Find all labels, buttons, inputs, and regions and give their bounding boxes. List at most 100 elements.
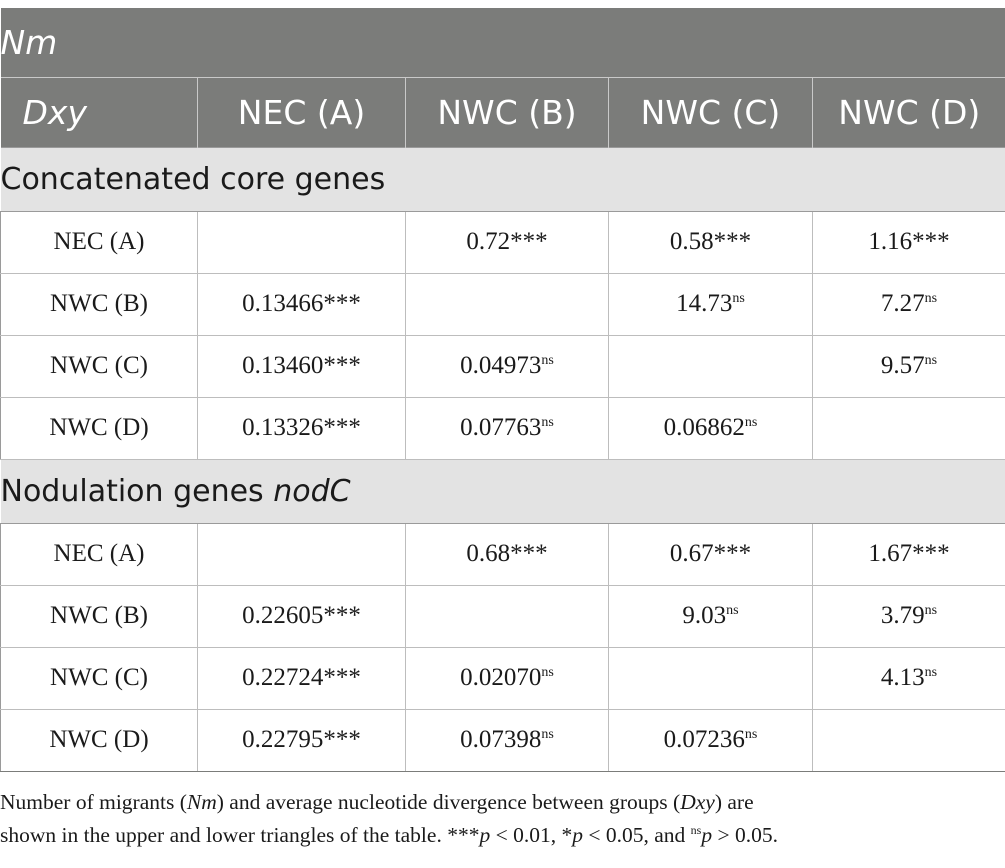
table-cell: 9.03ns xyxy=(608,584,813,648)
cell-value: 1.67*** xyxy=(868,540,950,567)
table-cell: 0.13460*** xyxy=(197,334,406,398)
table-cell: 0.07236ns xyxy=(608,708,813,772)
cell-significance: ns xyxy=(541,665,554,680)
divergence-table: Nm Dxy NEC (A) NWC (B) NWC (C) NWC (D) C… xyxy=(0,8,1005,772)
column-header: NWC (D) xyxy=(811,77,1005,147)
section-title-text: Concatenated core genes xyxy=(0,161,386,197)
section-header-row: Concatenated core genes xyxy=(0,146,1005,212)
table-row: NWC (B) 0.13466*** 14.73ns 7.27ns xyxy=(0,272,1005,336)
cell-value: 0.07236 xyxy=(663,726,745,753)
table-cell: 0.22605*** xyxy=(197,584,406,648)
row-label: NEC (A) xyxy=(0,210,198,274)
cell-value: 0.07398 xyxy=(460,726,542,753)
section-header-row: Nodulation genes nodC xyxy=(0,458,1005,524)
section-title: Concatenated core genes xyxy=(0,146,1005,212)
column-header: NWC (C) xyxy=(608,77,813,147)
cell-value: 0.22724*** xyxy=(242,664,361,691)
table-cell: 0.04973ns xyxy=(405,334,609,398)
table-row: NWC (B) 0.22605*** 9.03ns 3.79ns xyxy=(0,584,1005,648)
table-row: NWC (D) 0.13326*** 0.07763ns 0.06862ns xyxy=(0,396,1005,460)
table-cell: 0.07763ns xyxy=(405,396,609,460)
section-title-gene: nodC xyxy=(273,473,351,509)
row-label: NWC (B) xyxy=(0,272,198,336)
cell-value: 0.22795*** xyxy=(242,726,361,753)
header-block: Nm Dxy NEC (A) NWC (B) NWC (C) NWC (D) xyxy=(0,8,1005,147)
table-row: NWC (C) 0.13460*** 0.04973ns 9.57ns xyxy=(0,334,1005,398)
cell-value: 7.27 xyxy=(880,290,925,317)
cell-value: 9.57 xyxy=(880,352,925,379)
footnote-line-2: shown in the upper and lower triangles o… xyxy=(0,823,778,847)
table-cell xyxy=(405,272,609,336)
cell-significance: ns xyxy=(541,353,554,368)
row-label-header: Dxy xyxy=(0,77,198,147)
table-cell: 0.72*** xyxy=(405,210,609,274)
cell-value: 0.07763 xyxy=(460,414,542,441)
cell-significance: ns xyxy=(924,665,938,680)
table-cell xyxy=(608,334,813,398)
cell-value: 0.13466*** xyxy=(242,290,361,317)
table-row: NWC (D) 0.22795*** 0.07398ns 0.07236ns xyxy=(0,708,1005,772)
table-cell: 1.16*** xyxy=(811,210,1005,274)
cell-significance: ns xyxy=(744,727,758,742)
table-cell xyxy=(197,522,406,586)
cell-value: 14.73 xyxy=(676,290,733,317)
table-row: NEC (A) 0.68*** 0.67*** 1.67*** xyxy=(0,522,1005,586)
table-cell: 0.13326*** xyxy=(197,396,406,460)
cell-value: 0.58*** xyxy=(669,228,752,255)
cell-value: 0.13460*** xyxy=(242,352,361,379)
table-row: NEC (A) 0.72*** 0.58*** 1.16*** xyxy=(0,210,1005,274)
table-body: Concatenated core genes NEC (A) 0.72*** 0.5… xyxy=(0,146,1005,772)
header-row-nm: Nm xyxy=(0,8,1005,78)
table-cell: 0.07398ns xyxy=(405,708,609,772)
row-label: NWC (D) xyxy=(0,396,198,460)
table-cell: 0.68*** xyxy=(405,522,609,586)
cell-significance: ns xyxy=(744,415,758,430)
header-row-columns: Dxy NEC (A) NWC (B) NWC (C) NWC (D) xyxy=(0,77,1005,147)
row-label: NEC (A) xyxy=(0,522,198,586)
row-label: NWC (B) xyxy=(0,584,198,648)
cell-significance: ns xyxy=(732,291,745,306)
table-footnote: Number of migrants (Nm) and average nucl… xyxy=(0,786,1000,852)
cell-value: 0.06862 xyxy=(663,414,745,441)
cell-value: 0.67*** xyxy=(669,540,752,567)
table-cell: 0.06862ns xyxy=(608,396,813,460)
footnote-line-1: Number of migrants (Nm) and average nucl… xyxy=(0,790,754,814)
cell-value: 0.72*** xyxy=(466,228,548,255)
table-cell xyxy=(811,396,1005,460)
section-title: Nodulation genes nodC xyxy=(0,458,1005,524)
header-title: Nm xyxy=(0,8,1005,78)
table-cell: 0.02070ns xyxy=(405,646,609,710)
column-header: NWC (B) xyxy=(405,77,609,147)
cell-value: 0.13326*** xyxy=(242,414,361,441)
cell-significance: ns xyxy=(541,415,554,430)
cell-value: 0.04973 xyxy=(460,352,542,379)
table-cell: 4.13ns xyxy=(811,646,1005,710)
table-row: NWC (C) 0.22724*** 0.02070ns 4.13ns xyxy=(0,646,1005,710)
column-header: NEC (A) xyxy=(197,77,406,147)
table-cell: 9.57ns xyxy=(811,334,1005,398)
row-label: NWC (C) xyxy=(0,646,198,710)
table-cell xyxy=(811,708,1005,772)
cell-value: 0.68*** xyxy=(466,540,548,567)
cell-significance: ns xyxy=(924,291,938,306)
table-cell: 1.67*** xyxy=(811,522,1005,586)
cell-value: 9.03 xyxy=(682,602,727,629)
table-cell: 0.22724*** xyxy=(197,646,406,710)
table-cell: 0.22795*** xyxy=(197,708,406,772)
cell-value: 3.79 xyxy=(880,602,925,629)
cell-value: 0.02070 xyxy=(460,664,542,691)
cell-significance: ns xyxy=(924,353,938,368)
table-cell: 0.58*** xyxy=(608,210,813,274)
cell-significance: ns xyxy=(924,603,938,618)
table-cell: 0.67*** xyxy=(608,522,813,586)
table-cell xyxy=(405,584,609,648)
table-cell: 14.73ns xyxy=(608,272,813,336)
table-cell: 0.13466*** xyxy=(197,272,406,336)
cell-significance: ns xyxy=(541,727,554,742)
cell-value: 0.22605*** xyxy=(242,602,361,629)
section-title-text: Nodulation genes xyxy=(0,473,274,509)
cell-significance: ns xyxy=(726,603,739,618)
row-label: NWC (D) xyxy=(0,708,198,772)
row-label: NWC (C) xyxy=(0,334,198,398)
table-cell xyxy=(608,646,813,710)
